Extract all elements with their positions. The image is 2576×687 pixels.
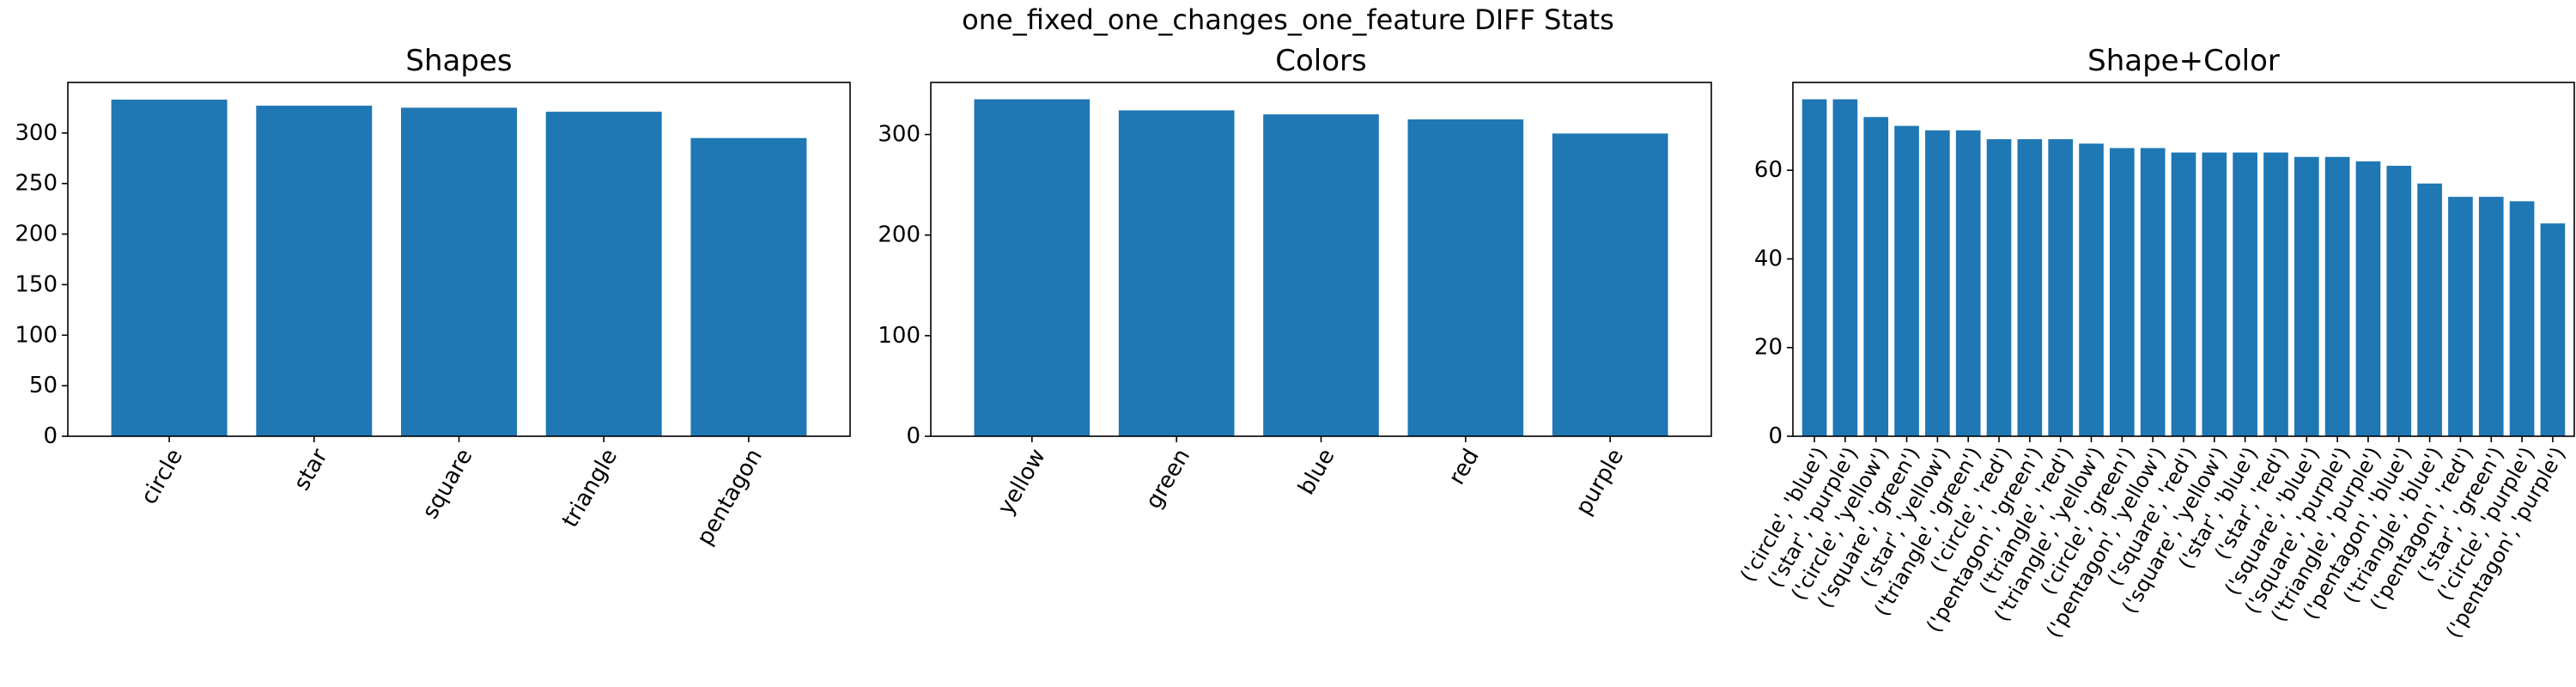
y-tick-label: 0: [1768, 423, 1783, 449]
shapes-chart: Shapes 0 50 100 150 200 250 300 circle star square…: [15, 44, 851, 550]
bar: [2417, 183, 2442, 436]
y-tick-label: 0: [43, 423, 58, 449]
bar: [2171, 152, 2196, 437]
bar: [256, 106, 373, 437]
y-tick-label: 200: [878, 222, 920, 248]
chart-title: Shape+Color: [2087, 44, 2280, 78]
bar: [2540, 223, 2566, 436]
axes-frame: [930, 82, 1712, 437]
figure-title: one_fixed_one_changes_one_feature DIFF S…: [962, 3, 1614, 36]
x-tick-label: triangle: [557, 445, 623, 532]
y-tick-label: 40: [1754, 246, 1783, 271]
bar: [2233, 152, 2257, 437]
bar: [1955, 130, 1981, 436]
bar: [2509, 201, 2535, 437]
bar: [2048, 139, 2074, 437]
y-tick-label: 200: [15, 222, 58, 247]
chart-title: Shapes: [405, 44, 512, 78]
x-tick-label: pentagon: [692, 445, 768, 550]
x-tick-label: star: [289, 444, 333, 495]
bar: [401, 107, 517, 436]
bar: [974, 99, 1091, 436]
x-tick-label: red: [1444, 445, 1485, 489]
bar: [2263, 152, 2288, 437]
bar: [1552, 133, 1668, 436]
bar: [1118, 110, 1235, 436]
y-tick-label: 150: [15, 271, 58, 297]
y-tick-label: 100: [878, 323, 920, 349]
bar: [2478, 197, 2504, 436]
bar: [1986, 139, 2012, 437]
bar: [2324, 156, 2350, 436]
x-tick-label: circle: [137, 445, 189, 509]
bar: [1925, 130, 1950, 436]
bar: [1263, 114, 1379, 436]
bar: [1894, 125, 1919, 436]
chart-title: Colors: [1275, 44, 1366, 78]
bar: [1863, 117, 1889, 436]
y-tick-label: 60: [1754, 157, 1783, 183]
x-tick-label: green: [1141, 445, 1196, 514]
y-tick-label: 250: [15, 171, 58, 197]
bar: [2355, 161, 2381, 436]
bar: [545, 112, 662, 436]
y-tick-label: 50: [29, 373, 58, 398]
x-tick-label: purple: [1571, 445, 1629, 520]
bar: [1407, 119, 1524, 436]
y-tick-label: 20: [1754, 335, 1783, 361]
bar: [1832, 99, 1858, 436]
bar: [690, 137, 807, 436]
bar: [2202, 152, 2227, 437]
bar: [2293, 156, 2319, 436]
axes-frame: [67, 82, 851, 437]
bar: [2017, 139, 2043, 437]
bar: [2110, 148, 2135, 437]
x-tick-label: blue: [1293, 445, 1340, 500]
y-tick-label: 100: [15, 322, 58, 348]
bar: [2448, 197, 2473, 436]
bar: [2140, 148, 2166, 437]
y-tick-label: 300: [15, 120, 58, 146]
colors-chart: Colors 0 100 200 300 yellow green blue red purple: [878, 44, 1712, 520]
x-tick-label: yellow: [993, 445, 1050, 520]
y-tick-label: 0: [906, 423, 920, 449]
y-tick-label: 300: [878, 122, 920, 148]
bar: [2079, 143, 2104, 437]
bar: [1801, 99, 1827, 436]
axes-frame: [1792, 82, 2575, 437]
bar: [111, 100, 228, 437]
x-tick-label: square: [417, 445, 477, 524]
bar: [2386, 166, 2412, 436]
